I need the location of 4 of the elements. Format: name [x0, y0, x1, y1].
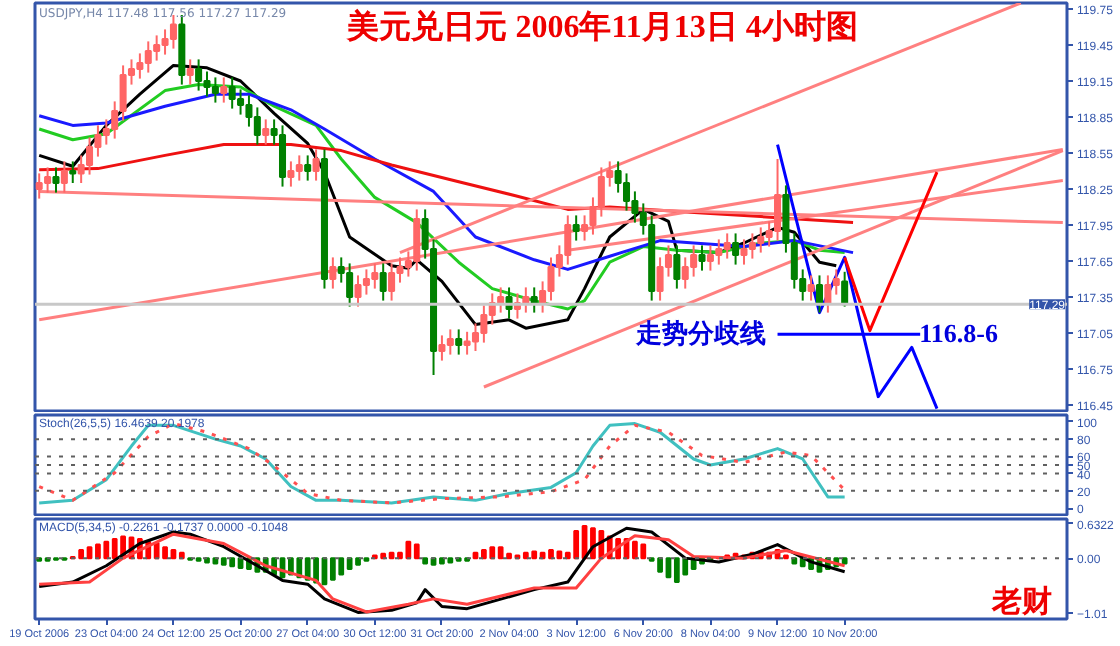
annotation: 116.8-6 [919, 318, 999, 349]
annotation: 老财 [989, 585, 1052, 619]
chart-title: 美元兑日元 2006年11月13日 4小时图 [345, 7, 858, 45]
annotation: 走势分歧线 [633, 318, 766, 349]
